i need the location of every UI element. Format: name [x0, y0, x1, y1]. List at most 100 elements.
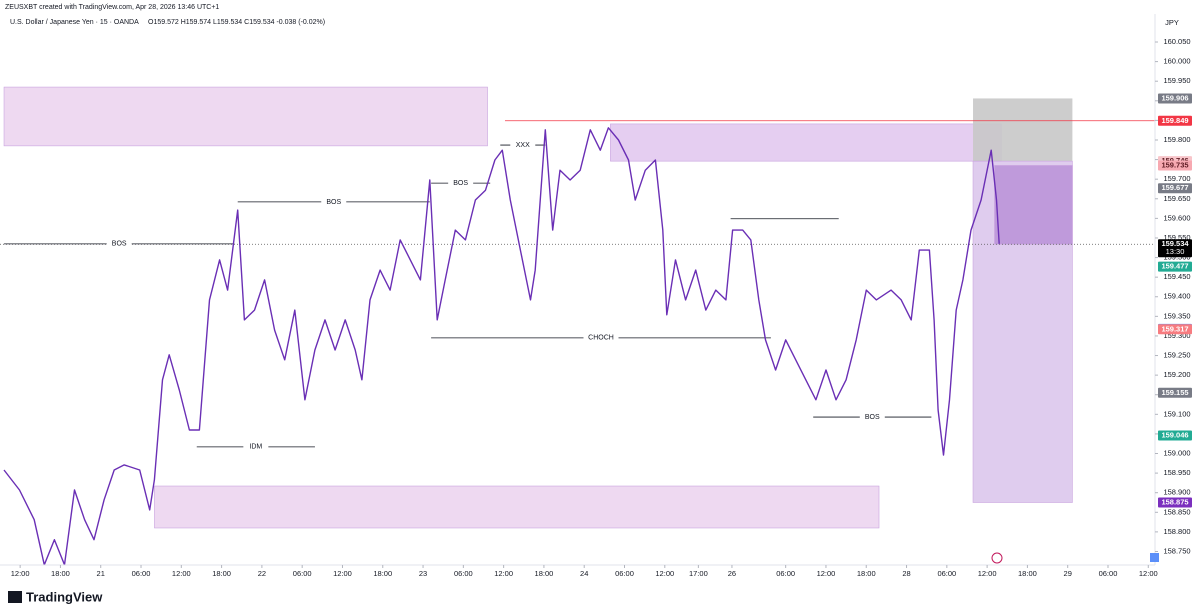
x-tick-label: 06:00	[615, 569, 634, 578]
alert-icon[interactable]	[991, 552, 1003, 564]
level-label-bg	[583, 332, 619, 343]
x-tick-label: 12:00	[655, 569, 674, 578]
plot-area: BOS BOS BOS XXX IDM CHOCH BOS	[0, 86, 1155, 565]
level-label: BOS	[112, 241, 127, 248]
x-tick-label: 06:00	[776, 569, 795, 578]
price-badge-label: 159.317	[1161, 324, 1188, 333]
y-tick-label: 159.700	[1163, 174, 1190, 183]
price-badge-label: 159.906	[1161, 93, 1188, 102]
price-badge	[1158, 115, 1192, 126]
price-badge	[1158, 387, 1192, 398]
y-tick-label: 158.750	[1163, 546, 1190, 555]
x-tick-label: 12:00	[172, 569, 191, 578]
level-label-bg	[859, 412, 885, 423]
price-badge-label: 158.875	[1161, 497, 1188, 506]
price-badge	[1158, 239, 1192, 258]
level-label-bg	[106, 238, 132, 249]
x-tick-label: 28	[902, 569, 910, 578]
brand-logo	[8, 591, 22, 603]
x-tick-label: 23	[419, 569, 427, 578]
price-badge	[1158, 93, 1192, 104]
y-tick-label: 158.950	[1163, 468, 1190, 477]
x-tick-label: 12:00	[11, 569, 30, 578]
y-tick-label: 159.450	[1163, 272, 1190, 281]
price-badge	[1158, 183, 1192, 194]
x-tick-label: 22	[258, 569, 266, 578]
x-tick-label: 18:00	[1018, 569, 1037, 578]
level-label-bg	[243, 441, 269, 452]
price-badge-label: 159.534	[1161, 239, 1189, 248]
flag-icon[interactable]	[1150, 553, 1159, 562]
price-badge	[1158, 324, 1192, 335]
x-tick-label: 06:00	[1099, 569, 1118, 578]
x-tick-label: 12:00	[817, 569, 836, 578]
level-label-bg	[510, 140, 536, 151]
y-tick-label: 159.200	[1163, 370, 1190, 379]
x-tick-label: 18:00	[857, 569, 876, 578]
zone	[973, 98, 1073, 162]
zone	[3, 86, 488, 147]
y-tick-label: 159.550	[1163, 233, 1190, 242]
price-badge-label: 159.735	[1161, 160, 1188, 169]
zone	[610, 123, 1002, 162]
x-tick-label: 12:00	[494, 569, 513, 578]
y-tick-label: 159.250	[1163, 351, 1190, 360]
y-tick-label: 158.900	[1163, 488, 1190, 497]
level-label: BOS	[326, 199, 341, 206]
y-tick-label: 158.850	[1163, 507, 1190, 516]
y-tick-label: 159.650	[1163, 194, 1190, 203]
ohlc: O159.572 H159.574 L159.534 C159.534 -0.0…	[148, 19, 325, 26]
brand-name: TradingView	[26, 589, 103, 604]
zone	[994, 165, 1073, 245]
price-badge-label: 159.677	[1161, 183, 1188, 192]
y-tick-label: 159.000	[1163, 448, 1190, 457]
price-badge-label: 159.155	[1161, 388, 1188, 397]
symbol: U.S. Dollar / Japanese Yen · 15 · OANDA	[10, 19, 139, 26]
y-tick-label: 159.400	[1163, 292, 1190, 301]
y-tick-label: 160.050	[1163, 37, 1190, 46]
x-tick-label: 18:00	[535, 569, 554, 578]
x-tick-label: 06:00	[454, 569, 473, 578]
x-tick-label: 18:00	[373, 569, 392, 578]
level-label: IDM	[249, 444, 262, 451]
y-tick-label: 159.950	[1163, 76, 1190, 85]
price-line	[3, 127, 1000, 565]
x-tick-label: 17:00	[689, 569, 708, 578]
level-label: CHOCH	[588, 335, 614, 342]
y-tick-label: 159.600	[1163, 213, 1190, 222]
zone	[154, 485, 880, 529]
price-badge-label: 159.849	[1161, 116, 1188, 125]
x-tick-label: 12:00	[1139, 569, 1158, 578]
level-label-bg	[448, 178, 474, 189]
level-label: XXX	[516, 142, 530, 149]
price-badge	[1158, 430, 1192, 441]
y-tick-label: 159.300	[1163, 331, 1190, 340]
price-badge	[1158, 160, 1192, 171]
countdown: 13:30	[1166, 247, 1185, 256]
level-label: BOS	[865, 414, 880, 421]
y-tick-label: 159.800	[1163, 135, 1190, 144]
price-badge-label: 159.046	[1161, 430, 1188, 439]
x-tick-label: 06:00	[132, 569, 151, 578]
level-label: BOS	[453, 180, 468, 187]
price-badge-label: 159.477	[1161, 262, 1188, 271]
x-tick-label: 21	[97, 569, 105, 578]
x-tick-label: 29	[1064, 569, 1072, 578]
x-tick-label: 18:00	[51, 569, 70, 578]
x-tick-label: 12:00	[333, 569, 352, 578]
credit: ZEUSXBT created with TradingView.com, Ap…	[5, 4, 219, 11]
x-tick-label: 24	[580, 569, 588, 578]
x-tick-label: 18:00	[212, 569, 231, 578]
price-badge	[1158, 261, 1192, 272]
y-tick-label: 159.350	[1163, 311, 1190, 320]
price-badge	[1158, 497, 1192, 508]
x-tick-label: 06:00	[937, 569, 956, 578]
y-tick-label: 159.100	[1163, 409, 1190, 418]
x-tick-label: 06:00	[293, 569, 312, 578]
x-tick-label: 26	[728, 569, 736, 578]
y-tick-label: 158.800	[1163, 527, 1190, 536]
x-tick-label: 12:00	[978, 569, 997, 578]
y-tick-label: 160.000	[1163, 57, 1190, 66]
level-label-bg	[321, 196, 347, 207]
